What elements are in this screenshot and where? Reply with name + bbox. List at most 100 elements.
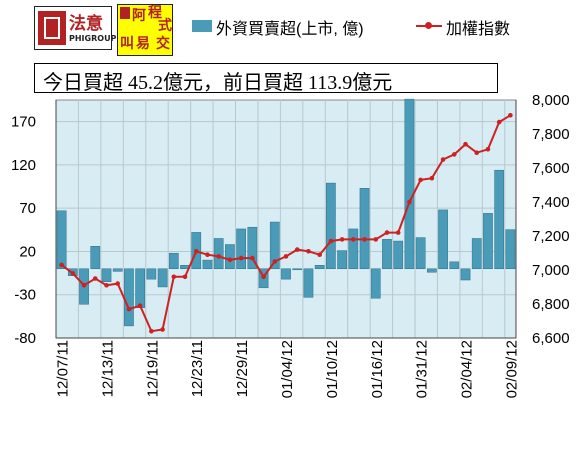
x-tick-label: 01/04/12 xyxy=(279,340,296,398)
bar xyxy=(337,250,347,270)
x-tick-label: 01/10/12 xyxy=(324,340,341,398)
logo2-char-5: 易 xyxy=(136,36,150,52)
bar xyxy=(168,252,179,270)
index-point xyxy=(115,281,121,286)
right-tick-label: 6,800 xyxy=(532,296,570,313)
index-point xyxy=(261,274,266,280)
summary-banner-text: 今日買超 45.2億元，前日買超 113.9億元 xyxy=(43,72,393,94)
index-point xyxy=(216,254,221,259)
right-tick-label: 6,600 xyxy=(532,330,570,347)
left-tick-label: -30 xyxy=(14,287,36,304)
logo2-char-4: 叫 xyxy=(120,36,134,52)
legend-bar-swatch xyxy=(192,20,212,32)
legend-line-label: 加權指數 xyxy=(446,21,511,38)
bar xyxy=(292,268,303,271)
index-point xyxy=(238,255,244,261)
index-point xyxy=(395,230,401,235)
index-point xyxy=(339,237,345,242)
right-tick-label: 7,400 xyxy=(532,194,570,211)
bar xyxy=(483,213,493,270)
bar xyxy=(438,209,448,270)
bar xyxy=(101,268,112,282)
index-point xyxy=(182,274,188,280)
left-tick-label: -80 xyxy=(14,330,36,347)
bar xyxy=(427,268,437,273)
index-point xyxy=(440,157,446,162)
bar xyxy=(202,259,213,270)
index-point xyxy=(92,276,98,281)
index-point xyxy=(508,113,513,118)
summary-banner: 今日買超 45.2億元，前日買超 113.9億元 xyxy=(34,63,498,94)
bar xyxy=(494,169,505,270)
index-point xyxy=(496,119,502,125)
index-point xyxy=(193,249,199,254)
index-point xyxy=(407,199,412,205)
x-tick-label: 02/04/12 xyxy=(459,340,476,398)
x-tick-label: 02/09/12 xyxy=(503,340,520,398)
index-point xyxy=(328,238,334,244)
index-point xyxy=(81,283,87,288)
program-trading-logo: 阿 程 式 叫 易 交 xyxy=(117,4,173,56)
index-point xyxy=(104,283,109,288)
index-point xyxy=(384,230,390,235)
bar xyxy=(415,237,426,270)
bar xyxy=(505,229,516,270)
bar xyxy=(359,188,370,270)
index-point xyxy=(126,306,132,312)
x-tick-label: 12/23/11 xyxy=(189,340,206,397)
bar xyxy=(281,268,291,280)
index-point xyxy=(317,252,322,257)
index-point xyxy=(272,259,278,264)
index-point xyxy=(451,152,457,157)
index-point xyxy=(137,303,143,309)
phigroup-logo-subtext: PHIGROUP xyxy=(69,34,117,43)
index-point xyxy=(463,141,468,147)
phigroup-logo: 法意 PHIGROUP xyxy=(34,6,116,50)
right-tick-label: 7,200 xyxy=(532,228,570,245)
index-point xyxy=(474,150,480,155)
bar xyxy=(370,268,381,299)
index-point xyxy=(306,249,311,254)
bar xyxy=(146,268,157,280)
index-point xyxy=(373,237,379,242)
left-tick-label: 70 xyxy=(19,200,36,217)
bar xyxy=(460,268,471,281)
index-point xyxy=(160,327,165,332)
bar xyxy=(225,244,235,270)
bar xyxy=(382,239,392,270)
logo2-char-6: 交 xyxy=(156,36,170,52)
index-point xyxy=(294,247,300,252)
bar xyxy=(213,238,224,270)
index-point xyxy=(59,262,64,268)
right-tick-label: 7,800 xyxy=(532,126,570,143)
right-tick-label: 8,000 xyxy=(532,92,570,109)
phigroup-seal-icon xyxy=(38,11,66,45)
left-tick-label: 20 xyxy=(19,243,36,260)
phigroup-logo-text: 法意 xyxy=(69,14,103,34)
bar xyxy=(314,265,325,270)
x-tick-label: 12/29/11 xyxy=(234,340,251,397)
right-tick-label: 7,600 xyxy=(532,160,570,177)
index-point xyxy=(429,175,435,181)
x-tick-label: 01/16/12 xyxy=(369,340,386,398)
bar xyxy=(393,240,404,270)
index-point xyxy=(205,252,210,257)
index-point xyxy=(149,328,154,334)
bar xyxy=(124,268,134,327)
x-tick-label: 12/19/11 xyxy=(144,340,161,397)
logo2-char-3: 式 xyxy=(158,18,172,34)
legend-bar-label: 外資買賣超(上市, 億) xyxy=(216,21,364,38)
bar xyxy=(90,246,101,270)
left-tick-label: 120 xyxy=(11,157,36,174)
index-point xyxy=(171,274,177,280)
bar xyxy=(269,221,280,270)
index-point xyxy=(283,254,289,259)
bar xyxy=(112,268,123,272)
bar xyxy=(303,268,314,298)
bar xyxy=(236,228,246,270)
index-point xyxy=(351,237,356,242)
program-trading-seal-icon xyxy=(120,7,130,19)
bar xyxy=(56,210,67,270)
index-point xyxy=(70,271,76,276)
